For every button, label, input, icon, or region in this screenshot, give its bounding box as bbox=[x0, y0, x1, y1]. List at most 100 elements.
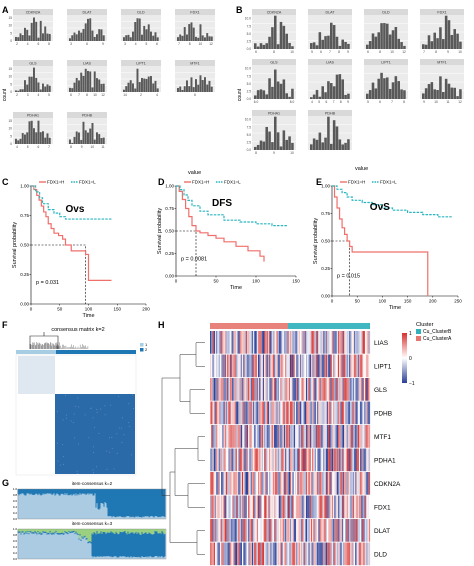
heatmap-cell bbox=[335, 448, 337, 472]
heatmap-cell bbox=[250, 448, 252, 472]
heatmap-cell bbox=[312, 448, 314, 472]
heatmap-cell bbox=[349, 425, 351, 448]
heatmap-cell bbox=[319, 542, 321, 566]
heatmap-cell bbox=[211, 519, 213, 542]
heatmap-cell bbox=[354, 472, 356, 495]
heatmap-cell bbox=[260, 331, 262, 354]
heatmap-cell bbox=[217, 519, 219, 542]
histogram-bar bbox=[147, 76, 150, 92]
km-ytick-label: 0.00 bbox=[165, 274, 174, 279]
histogram-bar bbox=[199, 24, 202, 41]
heatmap-cell bbox=[322, 519, 324, 542]
matrix-noise bbox=[62, 456, 64, 458]
heatmap-cell bbox=[271, 331, 273, 354]
heatmap-cell bbox=[351, 401, 353, 425]
heatmap-cell bbox=[296, 425, 298, 448]
heatmap-cell bbox=[358, 495, 361, 519]
heatmap-cell bbox=[309, 425, 312, 448]
facet-xtick-label: 6 bbox=[320, 50, 322, 54]
heatmap-cell bbox=[366, 354, 368, 378]
facet-strip-label: FDX1 bbox=[190, 11, 199, 15]
facet-ytick-label: 2.5 bbox=[247, 90, 252, 94]
heatmap-cell bbox=[222, 378, 224, 401]
consensus-ytick-label: 0.0 bbox=[13, 557, 18, 561]
heatmap-cell bbox=[223, 354, 225, 378]
heatmap-cell bbox=[218, 354, 220, 378]
heatmap-cell bbox=[226, 542, 228, 566]
heatmap-cell bbox=[277, 495, 280, 519]
heatmap-cell bbox=[271, 354, 273, 378]
heatmap-cell bbox=[214, 425, 217, 448]
heatmap-cell bbox=[325, 425, 328, 448]
histogram-bar bbox=[100, 137, 103, 144]
heatmap-cell bbox=[360, 542, 362, 566]
heatmap-cell bbox=[303, 519, 305, 542]
heatmap-cell bbox=[367, 354, 369, 378]
heatmap-cell bbox=[259, 401, 261, 425]
heatmap-cell bbox=[283, 378, 286, 401]
heatmap-cell bbox=[248, 472, 250, 495]
legend-label: FDX1=L bbox=[380, 180, 397, 185]
heatmap-cell bbox=[308, 472, 310, 495]
facet-ytick-label: 15 bbox=[8, 119, 12, 123]
matrix-block bbox=[18, 356, 55, 394]
heatmap-cell bbox=[277, 425, 280, 448]
heatmap-cell bbox=[221, 519, 223, 542]
heatmap-cell bbox=[238, 519, 240, 542]
heatmap-cell bbox=[312, 378, 314, 401]
heatmap-cell bbox=[276, 354, 278, 378]
heatmap-cell bbox=[365, 519, 367, 542]
heatmap-row-label: DLAT bbox=[374, 528, 390, 535]
facet-strip bbox=[252, 59, 296, 65]
heatmap-cell bbox=[229, 448, 232, 472]
heatmap-cell bbox=[303, 331, 305, 354]
km-ytick-label: 1.00 bbox=[20, 184, 29, 189]
heatmap-cell bbox=[249, 519, 251, 542]
heatmap-cell bbox=[308, 331, 310, 354]
heatmap-cell bbox=[222, 425, 224, 448]
histogram-bar bbox=[400, 42, 403, 49]
heatmap-cell bbox=[275, 401, 277, 425]
heatmap-cell bbox=[219, 378, 222, 401]
heatmap-row-label: DLD bbox=[374, 551, 387, 558]
heatmap-cell bbox=[317, 401, 319, 425]
facet-xtick-label: 8 bbox=[403, 100, 405, 104]
facet-xtick-label: 8 bbox=[189, 42, 191, 46]
heatmap-cell bbox=[228, 519, 230, 542]
heatmap-cell bbox=[318, 331, 320, 354]
heatmap-cell bbox=[350, 495, 352, 519]
matrix-noise bbox=[74, 437, 76, 439]
heatmap-cell bbox=[317, 331, 319, 354]
heatmap-cell bbox=[355, 354, 357, 378]
heatmap-cell bbox=[330, 401, 332, 425]
histogram-bar bbox=[98, 134, 101, 144]
heatmap-cell bbox=[299, 401, 302, 425]
heatmap-cell bbox=[354, 401, 356, 425]
heatmap-cell bbox=[245, 425, 248, 448]
heatmap-cell bbox=[354, 542, 356, 566]
heatmap-cell bbox=[347, 331, 350, 354]
histogram-bar bbox=[154, 32, 157, 41]
histogram-bar bbox=[330, 143, 333, 150]
heatmap-cell bbox=[328, 495, 330, 519]
histogram-bar bbox=[183, 86, 186, 92]
heatmap-cell bbox=[254, 542, 256, 566]
heatmap-cell bbox=[291, 401, 293, 425]
heatmap-cell bbox=[267, 401, 270, 425]
heatmap-cell bbox=[357, 519, 360, 542]
histogram-bar bbox=[134, 88, 137, 92]
heatmap-cell bbox=[307, 354, 309, 378]
heatmap-cell bbox=[330, 425, 332, 448]
heatmap-cell bbox=[310, 519, 313, 542]
heatmap-cell bbox=[255, 519, 257, 542]
heatmap-cell bbox=[229, 378, 232, 401]
heatmap-cell bbox=[249, 472, 251, 495]
heatmap-cell bbox=[362, 378, 364, 401]
heatmap-cell bbox=[235, 542, 238, 566]
heatmap-cell bbox=[341, 378, 344, 401]
heatmap-cell bbox=[251, 331, 254, 354]
histogram-bar bbox=[39, 132, 42, 144]
km-xlabel: Time bbox=[82, 313, 94, 319]
heatmap-cell bbox=[281, 331, 283, 354]
matrix-noise bbox=[118, 395, 120, 397]
